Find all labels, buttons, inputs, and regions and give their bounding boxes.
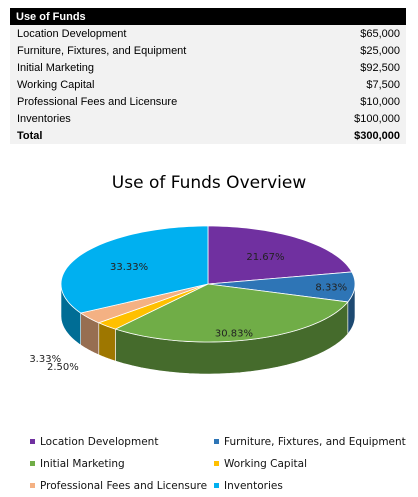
row-label: Inventories bbox=[10, 110, 316, 127]
row-label: Working Capital bbox=[10, 76, 316, 93]
legend-label-0: Location Development bbox=[40, 436, 159, 448]
legend-label-4: Professional Fees and Licensure bbox=[40, 480, 208, 492]
row-label: Professional Fees and Licensure bbox=[10, 93, 316, 110]
row-label: Initial Marketing bbox=[10, 59, 316, 76]
pie-data-label-4: 3.33% bbox=[29, 354, 61, 365]
table-row: Location Development $65,000 bbox=[10, 25, 406, 42]
legend-swatch-5 bbox=[214, 483, 219, 488]
row-amount: $25,000 bbox=[315, 42, 406, 59]
pie-slice-0 bbox=[207, 225, 353, 285]
table-row: Furniture, Fixtures, and Equipment $25,0… bbox=[10, 42, 406, 59]
pie-data-label-2: 30.83% bbox=[215, 329, 253, 340]
pie-slice-1 bbox=[207, 271, 356, 303]
legend-label-2: Initial Marketing bbox=[40, 458, 125, 470]
row-label: Location Development bbox=[10, 25, 316, 42]
row-amount: $65,000 bbox=[315, 25, 406, 42]
row-label: Furniture, Fixtures, and Equipment bbox=[10, 42, 316, 59]
legend-label-1: Furniture, Fixtures, and Equipment bbox=[224, 436, 406, 448]
pie-data-label-3: 2.50% bbox=[47, 362, 79, 373]
row-amount: $7,500 bbox=[315, 76, 406, 93]
legend-swatch-2 bbox=[30, 461, 35, 466]
legend-swatch-3 bbox=[214, 461, 219, 466]
legend-item-4: Professional Fees and Licensure bbox=[30, 480, 207, 494]
legend-item-0: Location Development bbox=[30, 436, 158, 450]
total-label: Total bbox=[10, 127, 316, 144]
legend-item-1: Furniture, Fixtures, and Equipment bbox=[214, 436, 406, 450]
table-total-row: Total $300,000 bbox=[10, 127, 406, 144]
chart-title: Use of Funds Overview bbox=[111, 173, 307, 193]
pie-slice-5 bbox=[60, 225, 209, 314]
pie-slice-2 bbox=[114, 283, 349, 343]
pie-data-label-0: 21.67% bbox=[246, 252, 284, 263]
legend-item-5: Inventories bbox=[214, 480, 283, 494]
legend-label-5: Inventories bbox=[224, 480, 283, 492]
pie-data-label-1: 8.33% bbox=[315, 283, 347, 294]
table-header-row: Use of Funds bbox=[10, 8, 406, 25]
legend-item-2: Initial Marketing bbox=[30, 458, 125, 472]
legend-swatch-0 bbox=[30, 439, 35, 444]
table-row: Working Capital $7,500 bbox=[10, 76, 406, 93]
table-row: Inventories $100,000 bbox=[10, 110, 406, 127]
table-header: Use of Funds bbox=[10, 8, 406, 25]
total-amount: $300,000 bbox=[315, 127, 406, 144]
legend-label-3: Working Capital bbox=[224, 458, 307, 470]
legend-swatch-1 bbox=[214, 439, 219, 444]
use-of-funds-table: Use of Funds Location Development $65,00… bbox=[10, 8, 406, 144]
table-row: Professional Fees and Licensure $10,000 bbox=[10, 93, 406, 110]
legend-item-3: Working Capital bbox=[214, 458, 307, 472]
legend-swatch-4 bbox=[30, 483, 35, 488]
row-amount: $92,500 bbox=[315, 59, 406, 76]
pie-slice-3 bbox=[97, 283, 209, 330]
pie-slice-4 bbox=[79, 283, 209, 324]
row-amount: $10,000 bbox=[315, 93, 406, 110]
pie-chart: 21.67% 8.33% 30.83% 2.50%3.33% 33.33% bbox=[29, 225, 356, 375]
pie-data-label-5: 33.33% bbox=[110, 262, 148, 273]
row-amount: $100,000 bbox=[315, 110, 406, 127]
table-row: Initial Marketing $92,500 bbox=[10, 59, 406, 76]
